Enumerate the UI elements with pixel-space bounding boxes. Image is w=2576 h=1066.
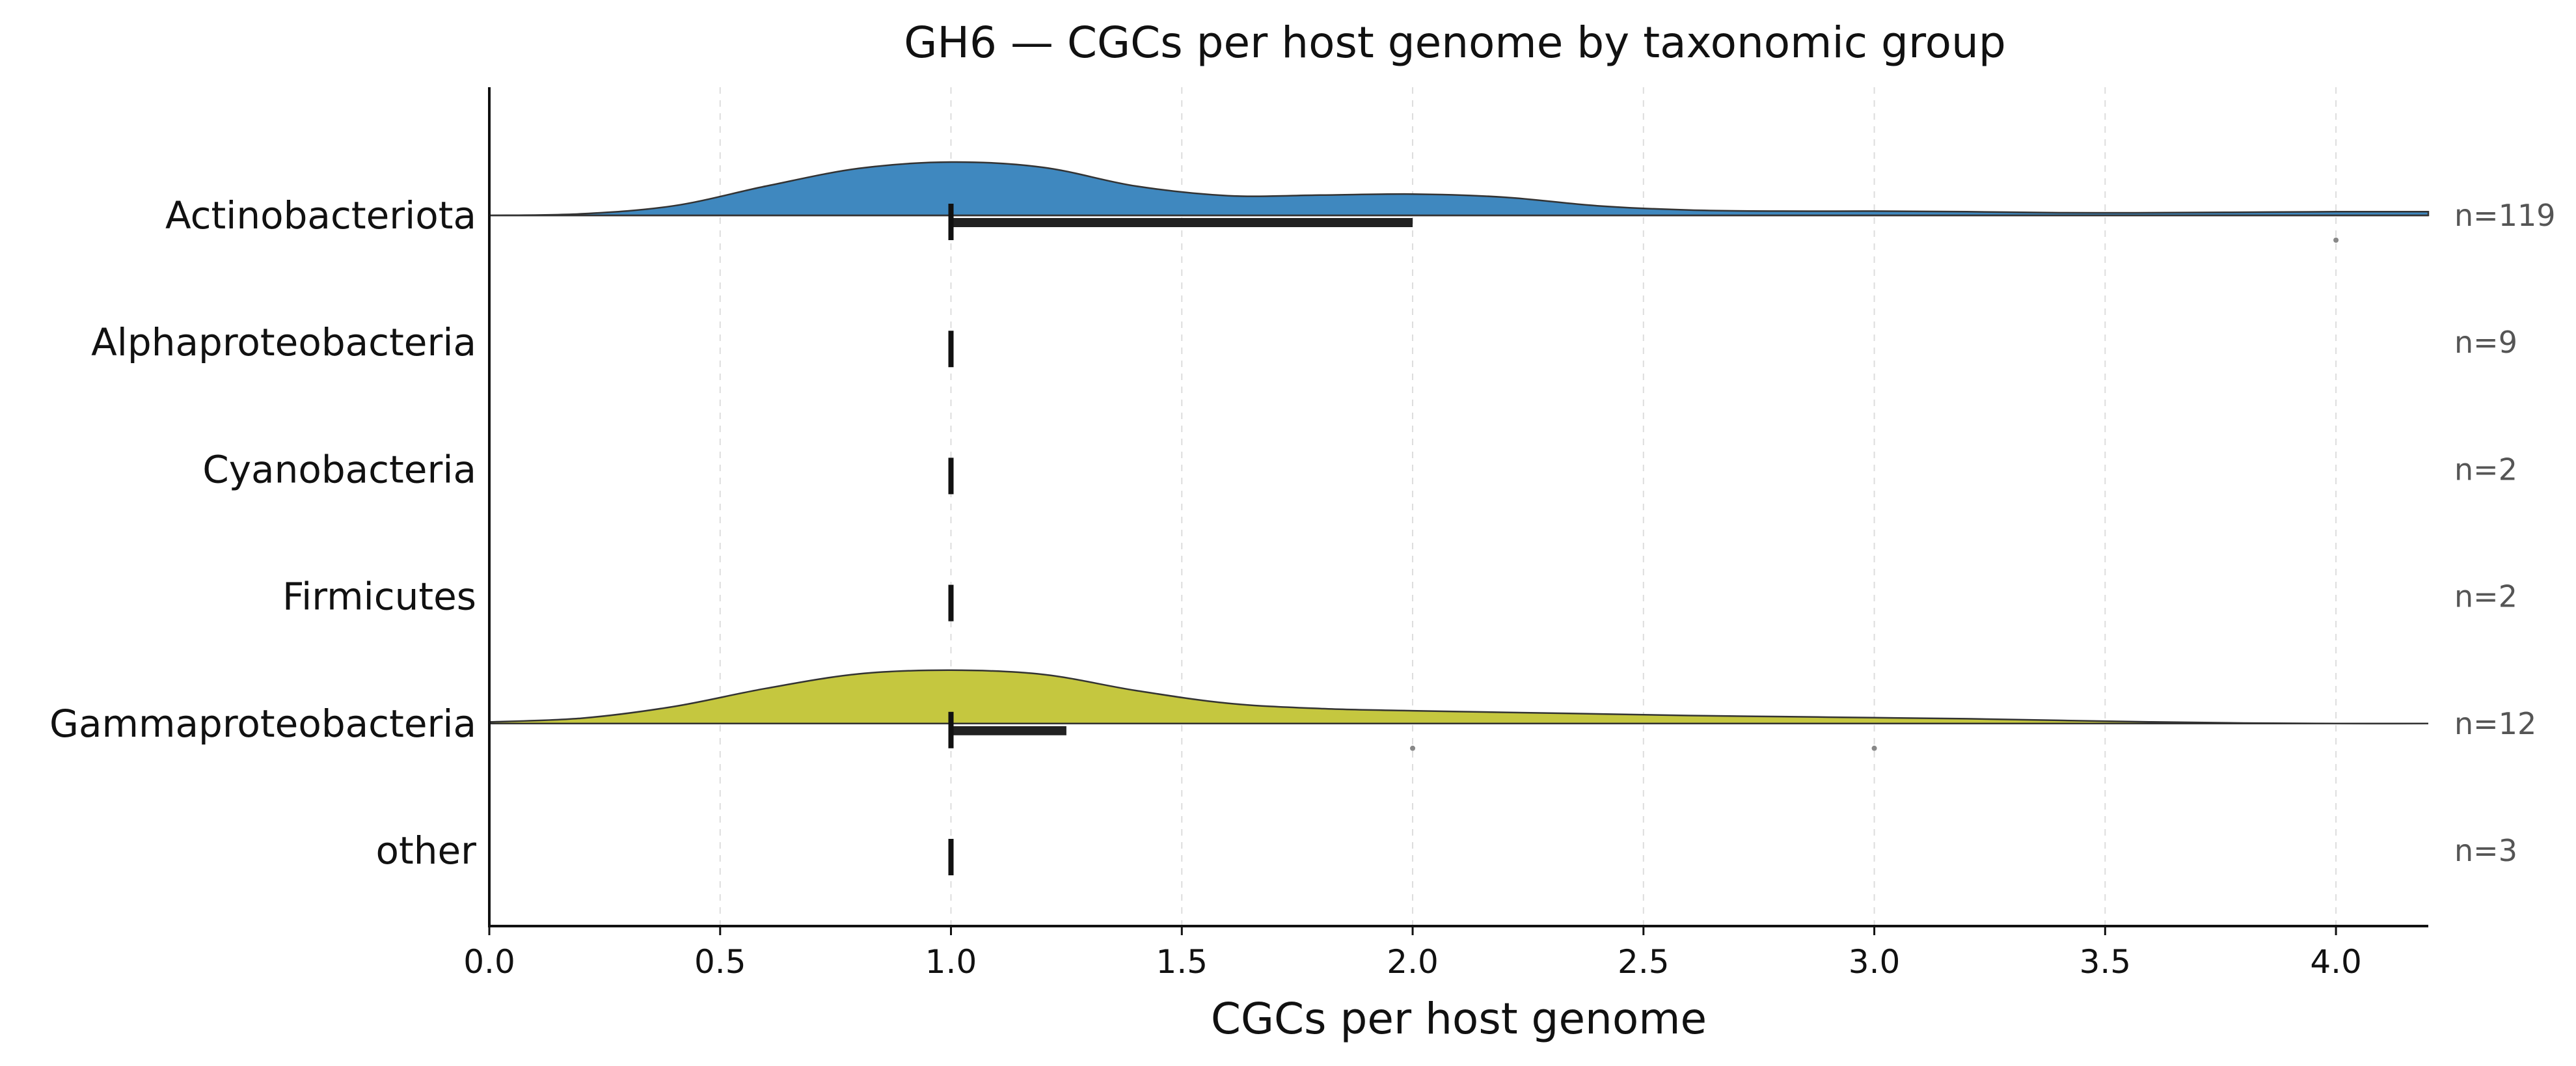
n-count-label: n=2 — [2454, 579, 2517, 614]
y-tick-label: Actinobacteriota — [165, 193, 476, 238]
median-mark — [948, 204, 954, 240]
grid-lines — [719, 87, 2337, 926]
box-marks — [948, 204, 2339, 875]
median-mark — [948, 458, 954, 495]
x-tick-label: 3.0 — [1849, 943, 1901, 981]
n-count-label: n=9 — [2454, 325, 2517, 360]
n-count-label: n=2 — [2454, 452, 2517, 487]
y-tick-label: Alphaproteobacteria — [91, 320, 476, 364]
chart-title: GH6 — CGCs per host genome by taxonomic … — [904, 18, 2006, 68]
x-tick-label: 1.0 — [925, 943, 977, 981]
x-tick-label: 4.0 — [2310, 943, 2362, 981]
x-ticks: 0.0 0.5 1.0 1.5 2.0 2.5 3.0 3.5 4.0 — [463, 926, 2362, 981]
density-cloud — [488, 669, 2429, 725]
outlier-point — [1871, 745, 1877, 751]
n-labels: n=119 n=9 n=2 n=2 n=12 n=3 — [2454, 198, 2556, 868]
median-mark — [948, 839, 954, 875]
y-tick-label: Gammaproteobacteria — [49, 702, 476, 746]
iqr-bar — [951, 218, 1413, 227]
iqr-bar — [951, 726, 1066, 735]
n-count-label: n=12 — [2454, 706, 2536, 741]
median-mark — [948, 331, 954, 368]
y-tick-label: Cyanobacteria — [202, 447, 476, 491]
median-mark — [948, 584, 954, 622]
n-count-label: n=3 — [2454, 833, 2517, 868]
density-cloud — [489, 161, 2430, 217]
x-tick-label: 1.5 — [1156, 943, 1208, 981]
outlier-point — [2333, 238, 2339, 243]
density-clouds — [488, 161, 2430, 725]
x-tick-label: 3.5 — [2080, 943, 2132, 981]
y-tick-label: other — [375, 828, 476, 873]
outlier-point — [1410, 745, 1416, 751]
x-tick-label: 0.0 — [463, 943, 515, 981]
y-ticks: Actinobacteriota Alphaproteobacteria Cyano… — [49, 193, 476, 873]
median-mark — [948, 711, 954, 748]
x-tick-label: 0.5 — [694, 943, 746, 981]
x-tick-label: 2.0 — [1387, 943, 1439, 981]
x-axis-label: CGCs per host genome — [1211, 994, 1707, 1044]
n-count-label: n=119 — [2454, 198, 2556, 233]
x-tick-label: 2.5 — [1618, 943, 1670, 981]
y-tick-label: Firmicutes — [282, 575, 476, 619]
